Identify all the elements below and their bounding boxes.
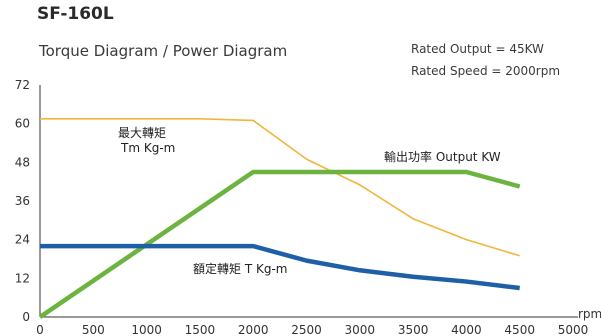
rated-speed-label: Rated Speed = 2000rpm — [411, 64, 561, 78]
output-power-annotation: 輸出功率 Output KW — [384, 149, 501, 164]
rated-torque-line — [40, 243, 520, 291]
x-tick-label: 3000 — [345, 323, 376, 336]
rated-torque-annotation: 額定轉矩 T Kg-m — [193, 261, 287, 276]
chart-subtitle: Torque Diagram / Power Diagram — [39, 42, 288, 60]
y-tick-label: 60 — [15, 117, 30, 131]
x-axis-unit-label: rpm — [578, 307, 601, 321]
rated-output-label: Rated Output = 45KW — [411, 42, 544, 56]
x-tick-label: 3500 — [398, 323, 429, 336]
y-tick-label: 36 — [15, 194, 30, 208]
x-tick-label: 1500 — [185, 323, 216, 336]
y-tick-label: 72 — [15, 78, 30, 92]
y-tick-label: 12 — [15, 271, 30, 285]
x-tick-label: 500 — [82, 323, 105, 336]
x-tick-label: 5000 — [558, 323, 589, 336]
y-tick-label: 24 — [15, 233, 30, 247]
x-tick-label: 4500 — [504, 323, 535, 336]
x-tick-label: 2500 — [291, 323, 322, 336]
max-torque-annotation-line1: 最大轉矩 — [118, 126, 166, 140]
y-tick-label: 48 — [15, 155, 30, 169]
x-tick-label: 4000 — [451, 323, 482, 336]
x-tick-label: 2000 — [238, 323, 269, 336]
y-tick-label: 0 — [22, 310, 30, 324]
max-torque-line — [40, 118, 520, 257]
chart-title: SF-160L — [37, 4, 114, 24]
x-tick-label: 0 — [36, 323, 44, 336]
max-torque-annotation-line2: Tm Kg-m — [120, 141, 175, 155]
x-tick-label: 1000 — [131, 323, 162, 336]
